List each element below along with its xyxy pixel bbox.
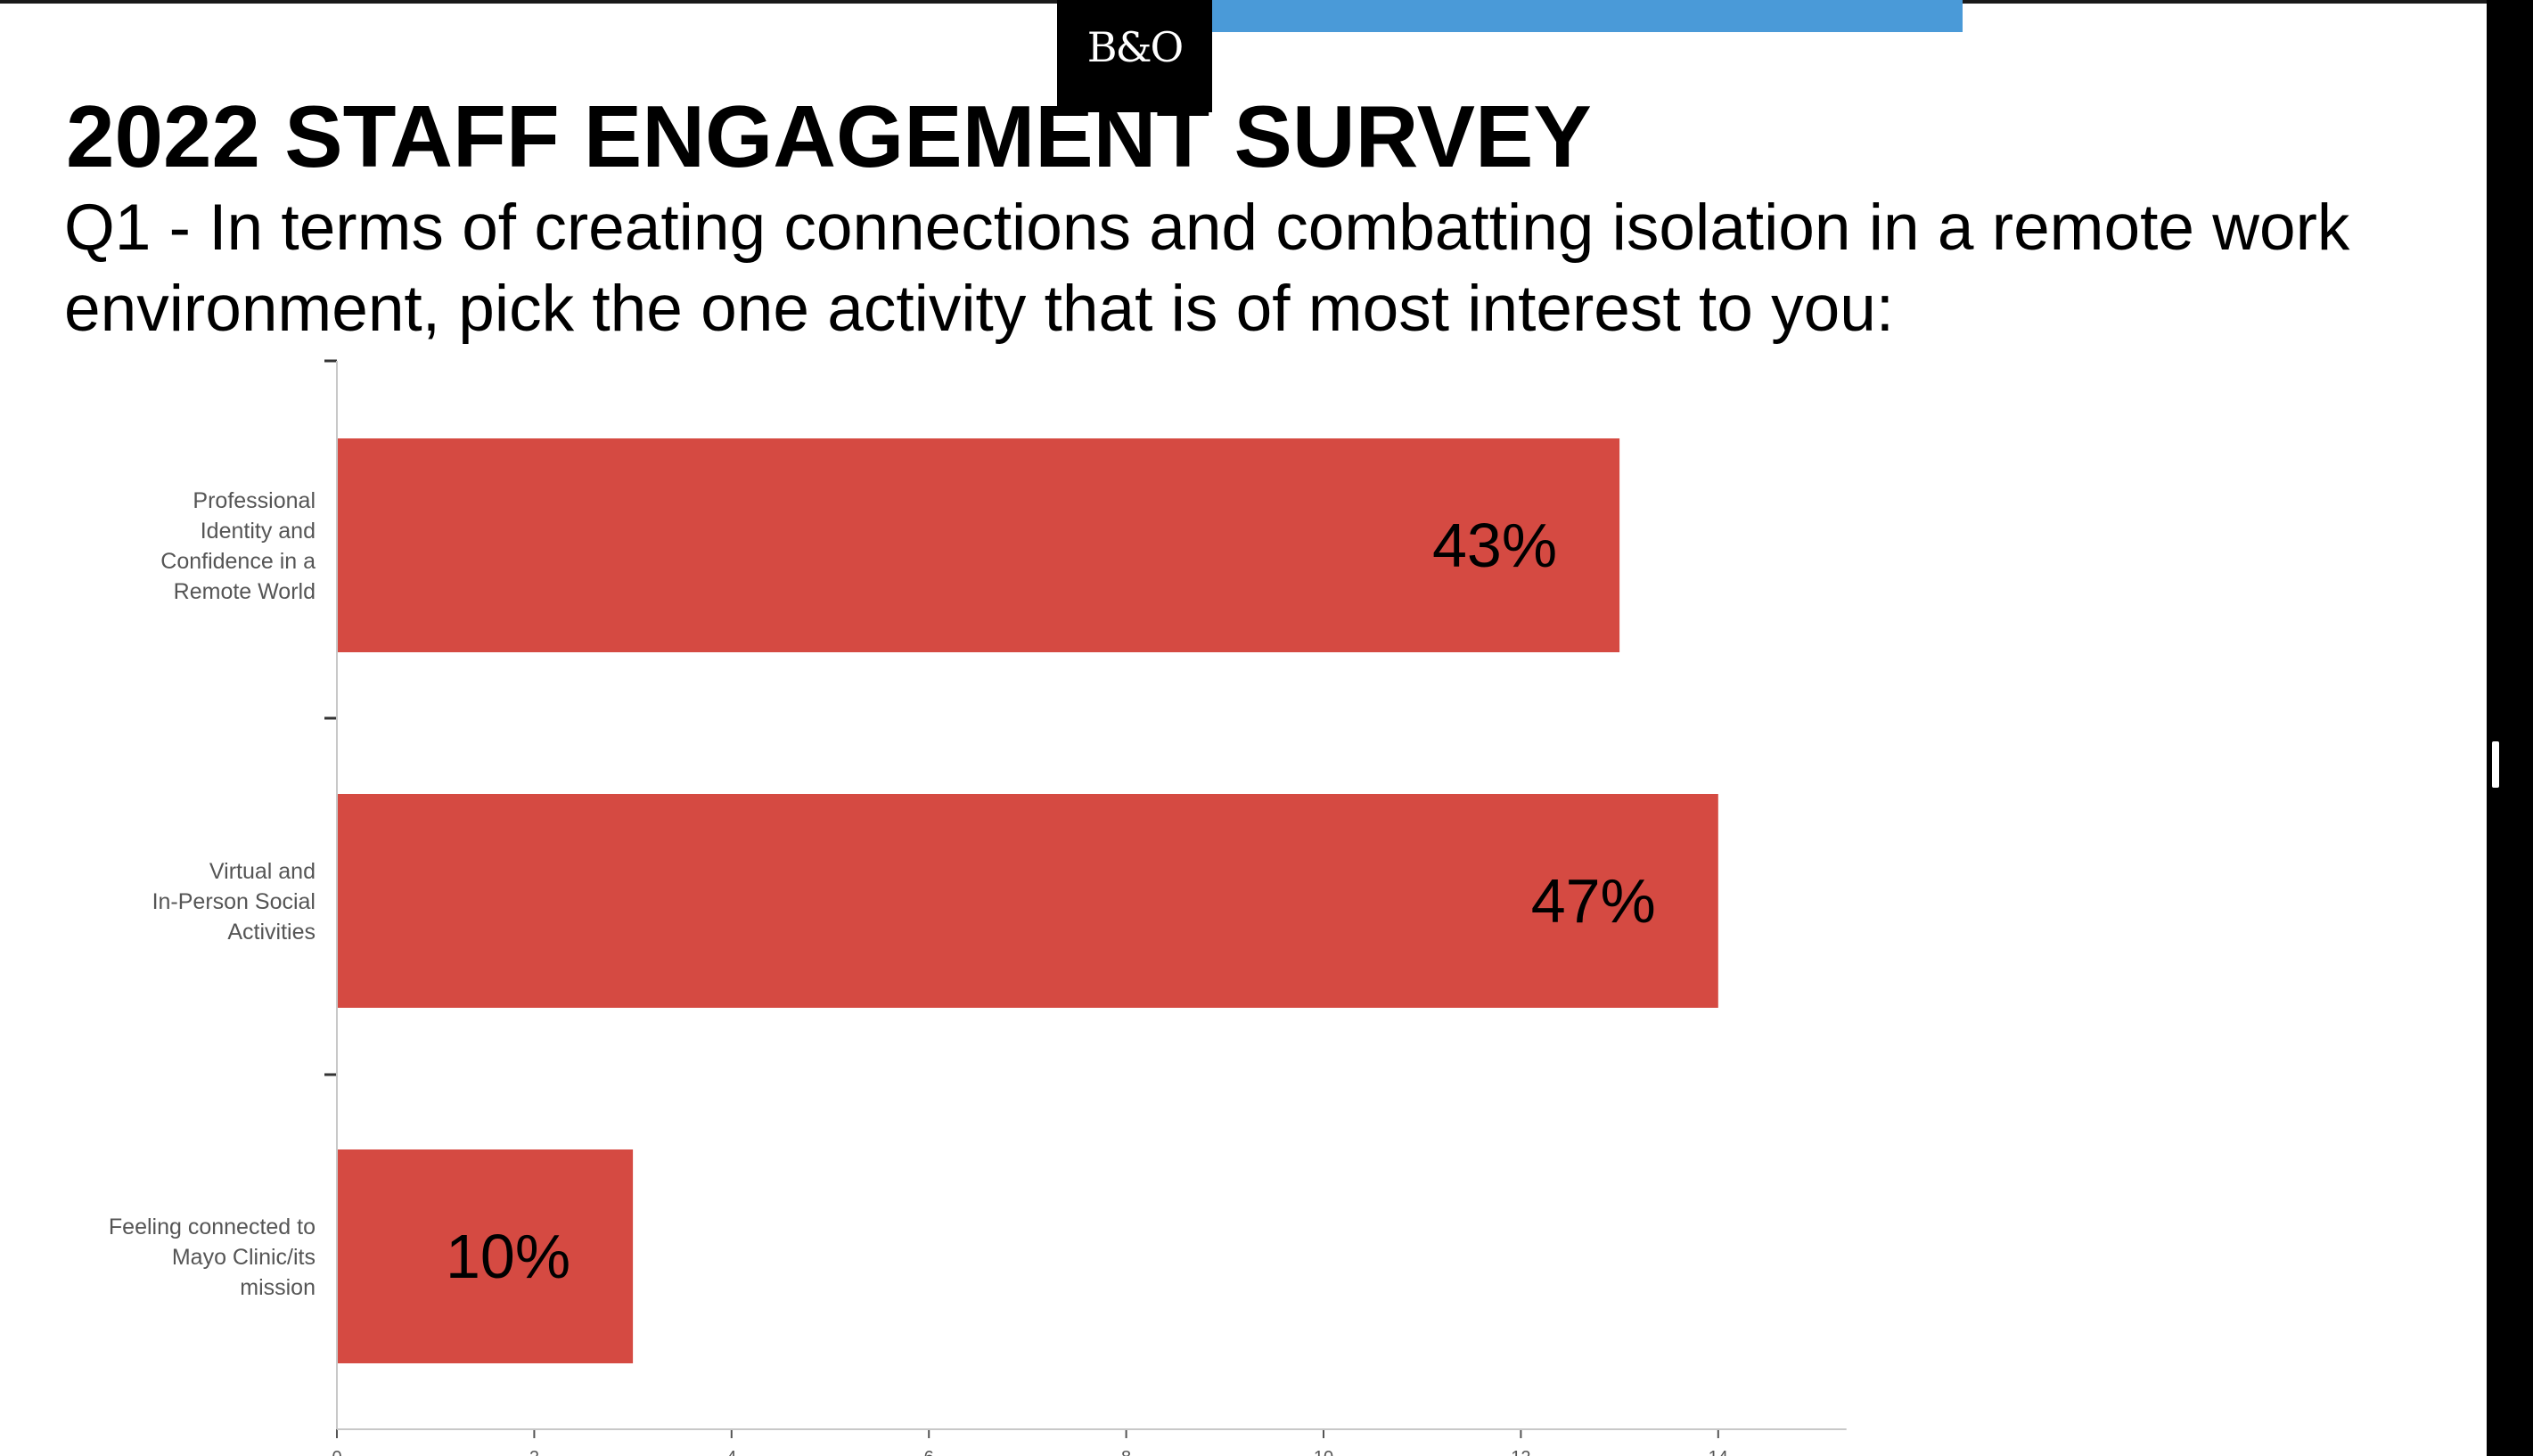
category-label-line: Feeling connected to bbox=[109, 1215, 316, 1239]
category-label-line: Confidence in a bbox=[160, 549, 316, 574]
category-label-line: Remote World bbox=[174, 579, 316, 604]
category-label-line: mission bbox=[240, 1275, 316, 1300]
x-tick-label-8: 8 bbox=[1121, 1448, 1131, 1456]
x-tick-label-10: 10 bbox=[1314, 1448, 1333, 1456]
category-label-1: Professional Identity and Confidence in a R… bbox=[160, 488, 316, 604]
data-label-2: 47% bbox=[1531, 866, 1656, 936]
tick-layer: 0 2 4 6 8 10 12 14 bbox=[324, 359, 1728, 1456]
x-tick-label-4: 4 bbox=[726, 1448, 736, 1456]
x-tick-label-2: 2 bbox=[529, 1448, 539, 1456]
x-tick-label-0: 0 bbox=[332, 1448, 341, 1456]
axis-layer bbox=[336, 361, 1847, 1430]
category-label-3: Feeling connected to Mayo Clinic/its missi… bbox=[109, 1215, 316, 1300]
bars-layer bbox=[337, 438, 1718, 1363]
bar-1 bbox=[337, 438, 1620, 652]
resize-handle[interactable] bbox=[2492, 741, 2499, 788]
bar-2 bbox=[337, 794, 1718, 1008]
category-label-line: Activities bbox=[227, 920, 316, 945]
category-label-line: Professional bbox=[193, 488, 316, 513]
slide-title: 2022 STAFF ENGAGEMENT SURVEY bbox=[66, 87, 1592, 185]
data-label-1: 43% bbox=[1432, 511, 1557, 580]
accent-bar bbox=[1212, 0, 1963, 32]
category-label-line: In-Person Social bbox=[152, 889, 316, 914]
brand-logo: B&O bbox=[1057, 0, 1212, 112]
category-label-2: Virtual and In-Person Social Activities bbox=[152, 859, 316, 945]
x-tick-label-14: 14 bbox=[1709, 1448, 1728, 1456]
category-label-line: Virtual and bbox=[209, 859, 316, 884]
labels-layer: 43% Professional Identity and Confidence in… bbox=[109, 488, 1656, 1300]
category-label-line: Identity and bbox=[201, 519, 316, 544]
data-label-3: 10% bbox=[446, 1222, 570, 1291]
brand-logo-text: B&O bbox=[1086, 23, 1184, 71]
survey-question: Q1 - In terms of creating connections an… bbox=[64, 192, 2350, 345]
window-right-edge bbox=[2487, 0, 2533, 1456]
category-label-line: Mayo Clinic/its bbox=[172, 1245, 316, 1270]
x-tick-label-12: 12 bbox=[1511, 1448, 1530, 1456]
x-tick-label-6: 6 bbox=[924, 1448, 934, 1456]
bar-3 bbox=[337, 1149, 634, 1363]
